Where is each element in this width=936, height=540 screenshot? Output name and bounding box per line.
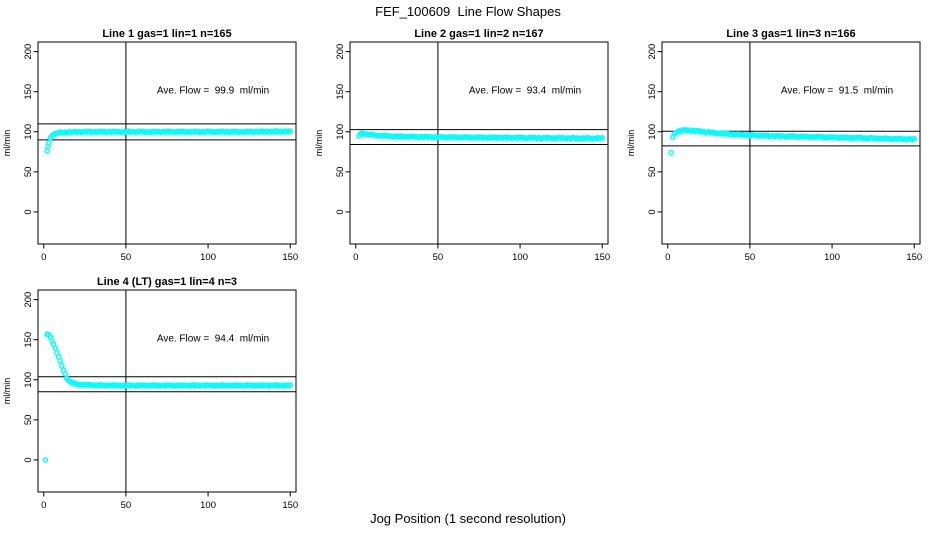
y-tick-label: 100: [23, 124, 34, 140]
panel-title: Line 4 (LT) gas=1 lin=4 n=3: [97, 276, 237, 288]
y-tick-label: 0: [335, 209, 346, 214]
y-tick-label: 50: [23, 167, 34, 178]
y-tick-label: 50: [335, 167, 346, 178]
y-tick-label: 100: [647, 124, 658, 140]
y-tick-label: 100: [335, 124, 346, 140]
figure-x-axis-label: Jog Position (1 second resolution): [370, 511, 566, 526]
y-axis: 0 50 100 150 200: [647, 44, 662, 215]
ave-flow-annotation: Ave. Flow = 93.4 ml/min: [469, 85, 581, 96]
x-axis: 0 50 100 150: [41, 244, 298, 263]
x-tick-label: 50: [121, 500, 132, 511]
y-tick-label: 0: [23, 209, 34, 214]
data-points: [44, 128, 294, 154]
x-axis: 0 50 100 150: [353, 244, 610, 263]
x-tick-label: 0: [41, 500, 46, 511]
x-axis: 0 50 100 150: [41, 492, 298, 511]
y-tick-label: 50: [23, 415, 34, 426]
x-tick-label: 100: [200, 252, 216, 263]
y-tick-label: 150: [23, 332, 34, 348]
y-axis: 0 50 100 150 200: [335, 44, 350, 215]
x-tick-label: 100: [512, 252, 528, 263]
y-tick-label: 50: [647, 167, 658, 178]
x-axis: 0 50 100 150: [665, 244, 922, 263]
y-tick-label: 200: [335, 44, 346, 60]
y-tick-label: 0: [647, 209, 658, 214]
outlier-point: [42, 457, 49, 463]
tolerance-lines: [38, 123, 296, 141]
y-axis-title: ml/min: [626, 130, 636, 157]
x-tick-label: 150: [282, 500, 298, 511]
data-points: [668, 126, 918, 156]
ave-flow-annotation: Ave. Flow = 94.4 ml/min: [157, 333, 269, 344]
x-tick-label: 50: [433, 252, 444, 263]
outlier-point: [668, 149, 674, 156]
y-axis-title: ml/min: [2, 130, 12, 157]
x-tick-label: 150: [906, 252, 922, 263]
panel-title: Line 2 gas=1 lin=2 n=167: [414, 28, 543, 40]
ave-flow-annotation: Ave. Flow = 99.9 ml/min: [157, 85, 269, 96]
y-tick-label: 150: [335, 84, 346, 100]
x-tick-label: 0: [665, 252, 670, 263]
y-tick-label: 150: [23, 84, 34, 100]
y-tick-label: 200: [23, 292, 34, 308]
panel-title: Line 1 gas=1 lin=1 n=165: [102, 28, 231, 40]
plot-box: [349, 41, 609, 245]
ave-flow-annotation: Ave. Flow = 91.5 ml/min: [781, 85, 893, 96]
outlier-point: [44, 148, 50, 154]
y-tick-label: 200: [23, 44, 34, 60]
y-tick-label: 100: [23, 372, 34, 388]
x-tick-label: 50: [121, 252, 132, 263]
plot-box: [37, 289, 297, 493]
x-tick-label: 150: [594, 252, 610, 263]
y-axis: 0 50 100 150 200: [23, 292, 38, 463]
chart-panel-line-1: 0 50 100 150 0 50 100 150 200 ml/min Line 1 gas=1 …: [2, 28, 298, 263]
plot-box: [37, 41, 297, 245]
chart-panel-line-2: 0 50 100 150 0 50 100 150 200 ml/min Line 2 gas=1 …: [314, 28, 610, 263]
x-tick-label: 50: [745, 252, 756, 263]
x-tick-label: 100: [824, 252, 840, 263]
y-tick-label: 150: [647, 84, 658, 100]
x-tick-label: 0: [41, 252, 46, 263]
panel-title: Line 3 gas=1 lin=3 n=166: [726, 28, 855, 40]
plot-box: [661, 41, 921, 245]
chart-panel-line-3: 0 50 100 150 0 50 100 150 200 ml/min Line 3 gas=1 …: [626, 28, 922, 263]
figure-title: FEF_100609 Line Flow Shapes: [375, 4, 561, 19]
data-points: [42, 331, 294, 463]
y-axis-title: ml/min: [314, 130, 324, 157]
tolerance-lines: [38, 376, 296, 393]
y-axis: 0 50 100 150 200: [23, 44, 38, 215]
x-tick-label: 150: [282, 252, 298, 263]
y-axis-title: ml/min: [2, 378, 12, 405]
x-tick-label: 100: [200, 500, 216, 511]
chart-panel-line-4: 0 50 100 150 0 50 100 150 200 ml/min Line 4 (LT) g…: [2, 276, 298, 511]
y-tick-label: 0: [23, 457, 34, 462]
x-tick-label: 0: [353, 252, 358, 263]
y-tick-label: 200: [647, 44, 658, 60]
data-points: [356, 130, 606, 142]
tolerance-lines: [350, 129, 608, 146]
